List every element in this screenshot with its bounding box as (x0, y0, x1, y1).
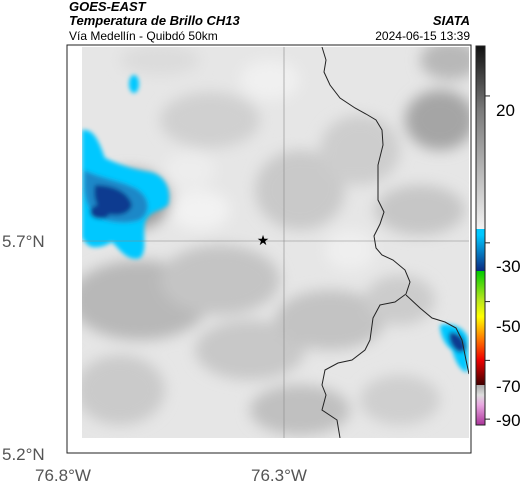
lat-tick-label: 5.7°N (2, 232, 45, 251)
colorbar-extreme-segment (476, 385, 485, 425)
colorbar-cold-segment (476, 235, 485, 271)
timestamp: 2024-06-15 13:39 (375, 29, 470, 43)
lat-tick-label: 5.2°N (2, 445, 45, 464)
chart-title: Temperatura de Brillo CH13 (69, 13, 240, 28)
region-subtitle: Vía Medellín - Quibdó 50km (69, 29, 218, 43)
colorbar-convective-segment (476, 271, 485, 385)
lon-tick-label: 76.8°W (35, 466, 91, 485)
organization-label: SIATA (432, 13, 470, 28)
colorbar-tick-label: -30 (496, 257, 521, 276)
colorbar-warm-segment (476, 46, 485, 229)
product-name: GOES-EAST (69, 0, 146, 14)
colorbar (475, 45, 490, 426)
star-icon[interactable]: ★ (257, 233, 270, 249)
colorbar-tick-label: -50 (496, 317, 521, 336)
cloud-field (82, 47, 469, 438)
lon-tick-label: 76.3°W (251, 466, 307, 485)
colorbar-tick-label: -70 (496, 377, 521, 396)
colorbar-tick-label: 20 (496, 101, 515, 120)
colorbar-tick-label: -90 (496, 411, 521, 430)
boundary-lines (321, 47, 469, 438)
